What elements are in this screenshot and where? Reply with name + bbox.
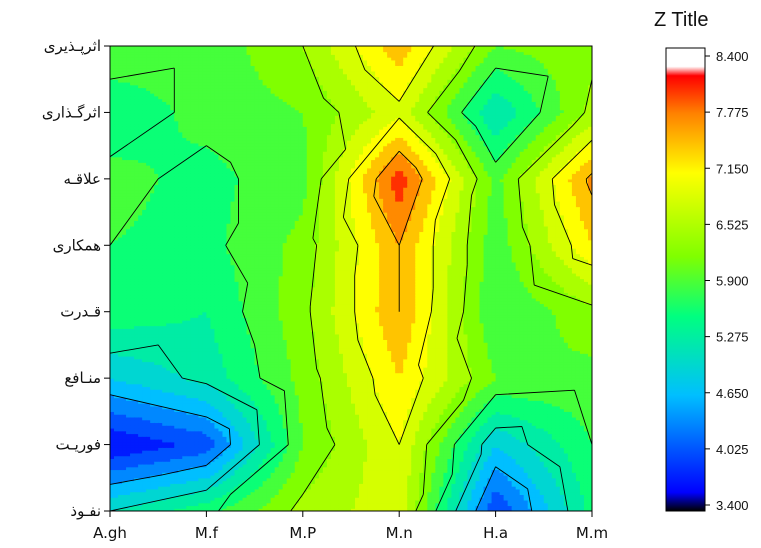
- contour-cell: [134, 46, 139, 49]
- contour-cell: [150, 46, 155, 49]
- contour-cell: [138, 46, 143, 49]
- contour-cell: [110, 46, 115, 49]
- contour-cell: [126, 46, 131, 49]
- contour-cell: [146, 46, 151, 49]
- contour-fill: [110, 46, 593, 512]
- contour-cell: [130, 46, 135, 49]
- contour-cell: [158, 46, 163, 49]
- contour-cell: [162, 46, 167, 49]
- contour-cell: [118, 46, 123, 49]
- contour-cell: [166, 46, 171, 49]
- contour-cell: [142, 46, 147, 49]
- contour-cell: [114, 46, 119, 49]
- contour-cell: [122, 46, 127, 49]
- plot-area: [110, 46, 593, 512]
- contour-cell: [154, 46, 159, 49]
